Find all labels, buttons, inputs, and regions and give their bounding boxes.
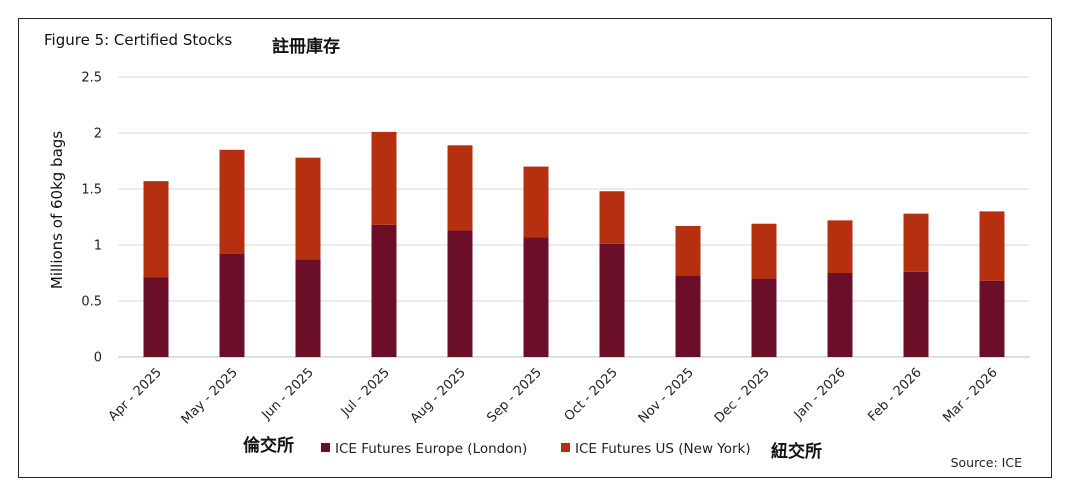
x-tick-label: Nov - 2025: [636, 365, 697, 426]
y-tick-label: 2.5: [81, 71, 102, 86]
bar-segment-newyork: [751, 223, 777, 279]
x-tick-label: Oct - 2025: [562, 365, 621, 424]
bar-segment-newyork: [295, 157, 321, 260]
y-tick-label: 1.5: [81, 183, 102, 198]
x-tick-label: Jun - 2025: [259, 365, 317, 423]
bar-segment-london: [751, 278, 777, 357]
legend-swatch-newyork: [561, 443, 570, 452]
y-tick-label: 1: [94, 239, 102, 254]
y-axis-label: Millions of 60kg bags: [48, 131, 66, 289]
bar-segment-london: [827, 273, 853, 357]
source-label: Source: ICE: [951, 455, 1023, 470]
y-tick-label: 0: [94, 351, 102, 366]
bar-segment-newyork: [143, 181, 169, 278]
bar-segment-london: [979, 280, 1005, 357]
gridlines: [118, 76, 1030, 358]
bar-segment-london: [143, 277, 169, 357]
bar-segment-london: [219, 253, 245, 357]
chart-title: Figure 5: Certified Stocks: [44, 31, 232, 49]
bar-segment-newyork: [447, 145, 473, 231]
legend-annotation-newyork: 紐交所: [771, 441, 822, 462]
bar-segment-london: [599, 243, 625, 357]
legend-label-newyork: ICE Futures US (New York): [575, 441, 751, 457]
bar-segment-newyork: [371, 131, 397, 225]
x-tick-label: Feb - 2026: [865, 365, 924, 424]
x-tick-label: Apr - 2025: [106, 365, 165, 424]
bar-segment-newyork: [675, 225, 701, 276]
bar-segment-london: [295, 259, 321, 357]
x-tick-label: Jul - 2025: [338, 365, 393, 420]
y-tick-label: 2: [94, 127, 102, 142]
bar-segment-newyork: [827, 220, 853, 273]
bar-segment-london: [523, 237, 549, 357]
legend-label-london: ICE Futures Europe (London): [335, 441, 527, 457]
bar-segment-newyork: [219, 149, 245, 254]
bar-segment-london: [675, 275, 701, 357]
legend-swatch-london: [321, 443, 330, 452]
legend-annotation-london: 倫交所: [243, 435, 294, 456]
chart-title-annotation: 註冊庫存: [272, 36, 340, 57]
bar-segment-newyork: [599, 191, 625, 244]
bar-segment-london: [447, 230, 473, 357]
x-tick-label: May - 2025: [179, 365, 241, 427]
x-tick-label: Sep - 2025: [484, 365, 544, 425]
bar-segment-newyork: [523, 166, 549, 238]
x-tick-label: Jan - 2026: [791, 365, 849, 423]
bar-segment-london: [371, 224, 397, 357]
x-axis-ticks: Apr - 2025 May - 2025 Jun - 2025 Jul - 2025…: [106, 365, 1001, 427]
x-tick-label: Aug - 2025: [408, 365, 469, 426]
bar-segment-newyork: [903, 213, 929, 272]
y-tick-label: 0.5: [81, 295, 102, 310]
y-axis-ticks: 0 0.5 1 1.5 2 2.5: [81, 71, 102, 366]
bar-segment-newyork: [979, 211, 1005, 281]
x-tick-label: Mar - 2026: [940, 365, 1001, 426]
bars: [143, 131, 1005, 357]
x-tick-label: Dec - 2025: [712, 365, 773, 426]
bar-segment-london: [903, 271, 929, 357]
